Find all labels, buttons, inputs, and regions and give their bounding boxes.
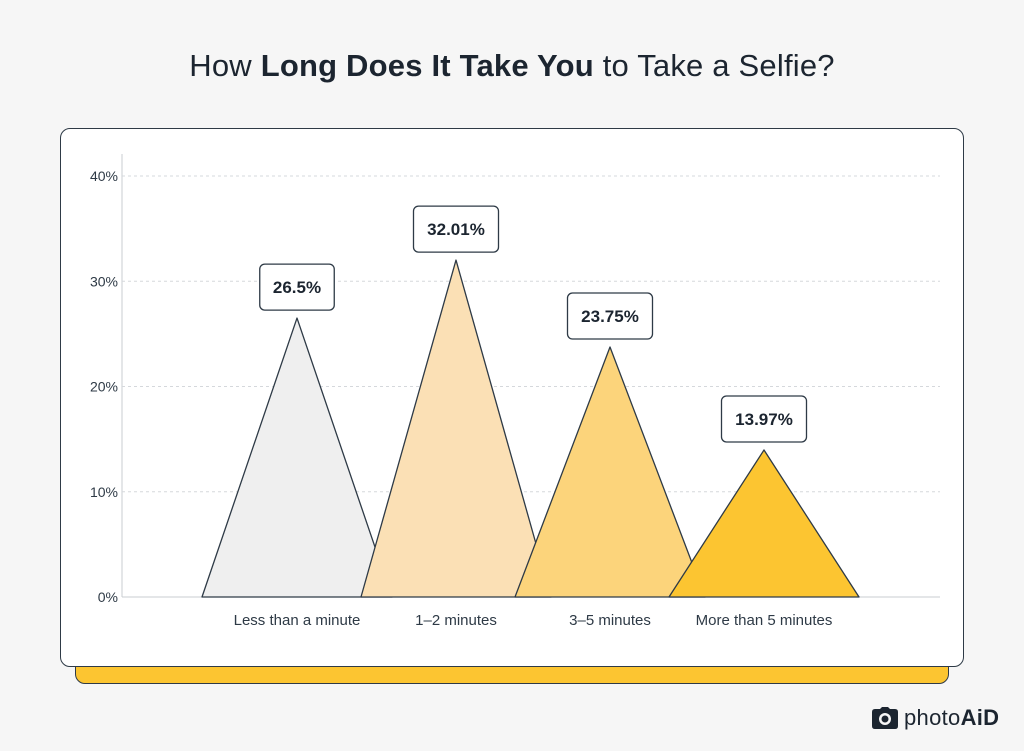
brand-name-bold: AiD — [960, 705, 1000, 730]
data-label-box — [259, 263, 335, 311]
x-tick-label: 3–5 minutes — [569, 612, 651, 629]
camera-icon — [872, 707, 898, 729]
x-tick-label: Less than a minute — [234, 612, 361, 629]
title-part-2: to Take a Selfie? — [593, 48, 835, 83]
brand-name-prefix: photo — [904, 705, 961, 730]
data-label: 23.75% — [581, 307, 639, 326]
triangle-bar — [201, 317, 393, 598]
triangle-bar — [514, 346, 706, 598]
brand-name: photoAiD — [904, 705, 999, 731]
triangle-bar — [360, 259, 552, 598]
data-label-box — [412, 205, 500, 253]
chart-title: How Long Does It Take You to Take a Self… — [0, 48, 1024, 84]
y-tick-label: 20% — [90, 379, 118, 395]
x-tick-label: 1–2 minutes — [415, 612, 497, 629]
brand-logo: photoAiD — [872, 704, 999, 732]
y-tick-label: 0% — [98, 589, 118, 605]
x-tick-label: More than 5 minutes — [696, 612, 833, 629]
y-tick-label: 10% — [90, 484, 118, 500]
data-label: 13.97% — [735, 410, 793, 429]
data-label: 32.01% — [427, 220, 485, 239]
title-part-1: How — [189, 48, 261, 83]
data-label: 26.5% — [273, 278, 321, 297]
data-label-box — [566, 292, 654, 340]
triangle-bar — [668, 449, 860, 598]
y-tick-label: 40% — [90, 168, 118, 184]
data-label-box — [720, 395, 808, 443]
y-tick-label: 30% — [90, 273, 118, 289]
title-bold: Long Does It Take You — [260, 48, 594, 83]
